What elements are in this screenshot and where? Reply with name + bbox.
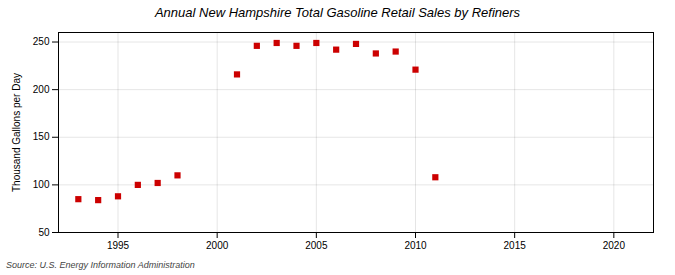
svg-text:2005: 2005 (305, 240, 328, 251)
html-text:Annual New Hampshire Total Gas: Annual New Hampshire Total Gasoline Reta… (154, 5, 521, 20)
svg-text:2020: 2020 (603, 240, 626, 251)
svg-text:Thousand Gallons per Day: Thousand Gallons per Day (11, 73, 22, 192)
html-text:Source: U.S. Energy Informatio: Source: U.S. Energy Information Administ… (6, 260, 195, 270)
svg-text:2015: 2015 (504, 240, 527, 251)
svg-text:50: 50 (38, 227, 50, 238)
svg-text:200: 200 (33, 84, 50, 95)
svg-text:2010: 2010 (404, 240, 427, 251)
svg-text:250: 250 (33, 36, 50, 47)
svg-text:100: 100 (33, 179, 50, 190)
svg-text:1995: 1995 (107, 240, 130, 251)
svg-text:2000: 2000 (206, 240, 229, 251)
svg-text:150: 150 (33, 131, 50, 142)
